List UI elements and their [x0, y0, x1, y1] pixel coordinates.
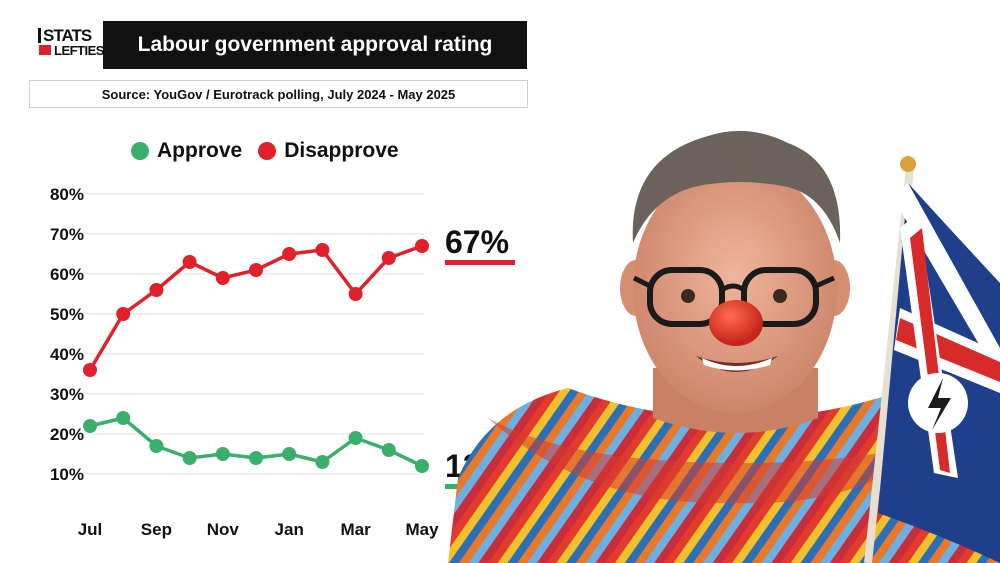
y-tick-label: 10% — [50, 465, 84, 484]
stats-for-lefties-logo: STATS LEFTIES — [38, 27, 104, 62]
data-point-disapprove — [182, 255, 197, 269]
x-tick-label: Jan — [275, 520, 304, 539]
legend-dot-disapprove — [258, 142, 277, 160]
y-tick-label: 80% — [50, 185, 84, 204]
x-tick-label: Nov — [207, 520, 240, 539]
chart-title: Labour government approval rating — [103, 21, 527, 69]
data-point-disapprove — [149, 283, 164, 297]
clown-portrait-with-union-flag — [448, 130, 1000, 563]
data-point-approve — [348, 431, 363, 445]
legend-dot-approve — [131, 142, 149, 160]
logo-line-1: STATS — [38, 27, 92, 44]
y-tick-label: 70% — [50, 225, 84, 244]
data-point-approve — [315, 455, 330, 469]
data-point-disapprove — [83, 363, 97, 377]
x-tick-label: Jul — [78, 520, 103, 539]
y-tick-label: 50% — [50, 305, 84, 324]
data-point-approve — [182, 451, 197, 465]
chart-legend: Approve Disapprove — [131, 137, 415, 165]
data-point-approve — [282, 447, 297, 461]
logo-line-2: LEFTIES — [38, 43, 104, 58]
data-point-approve — [249, 451, 263, 465]
x-tick-label: Sep — [141, 520, 172, 539]
legend-item-approve: Approve — [131, 139, 242, 163]
data-point-approve — [381, 443, 396, 457]
y-tick-label: 30% — [50, 385, 84, 404]
data-point-disapprove — [348, 287, 363, 301]
data-point-disapprove — [381, 251, 396, 265]
data-point-approve — [215, 447, 230, 461]
x-tick-label: May — [405, 520, 439, 539]
y-tick-label: 60% — [50, 265, 84, 284]
data-point-approve — [415, 459, 429, 473]
data-point-disapprove — [249, 263, 263, 277]
data-point-approve — [83, 419, 97, 433]
data-point-disapprove — [215, 271, 230, 285]
end-label-disapprove: 67% — [445, 224, 509, 260]
chart-source: Source: YouGov / Eurotrack polling, July… — [29, 80, 528, 108]
legend-item-disapprove: Disapprove — [258, 139, 399, 163]
legend-label-disapprove: Disapprove — [284, 139, 399, 162]
y-tick-label: 20% — [50, 425, 84, 444]
data-point-disapprove — [415, 239, 429, 253]
x-tick-label: Mar — [340, 520, 371, 539]
data-point-approve — [149, 439, 164, 453]
legend-label-approve: Approve — [157, 139, 243, 162]
data-point-disapprove — [282, 247, 297, 261]
y-tick-label: 40% — [50, 345, 84, 364]
data-point-disapprove — [315, 243, 330, 257]
data-point-disapprove — [116, 307, 131, 321]
end-label-underline-disapprove — [445, 260, 515, 265]
data-point-approve — [116, 411, 131, 425]
